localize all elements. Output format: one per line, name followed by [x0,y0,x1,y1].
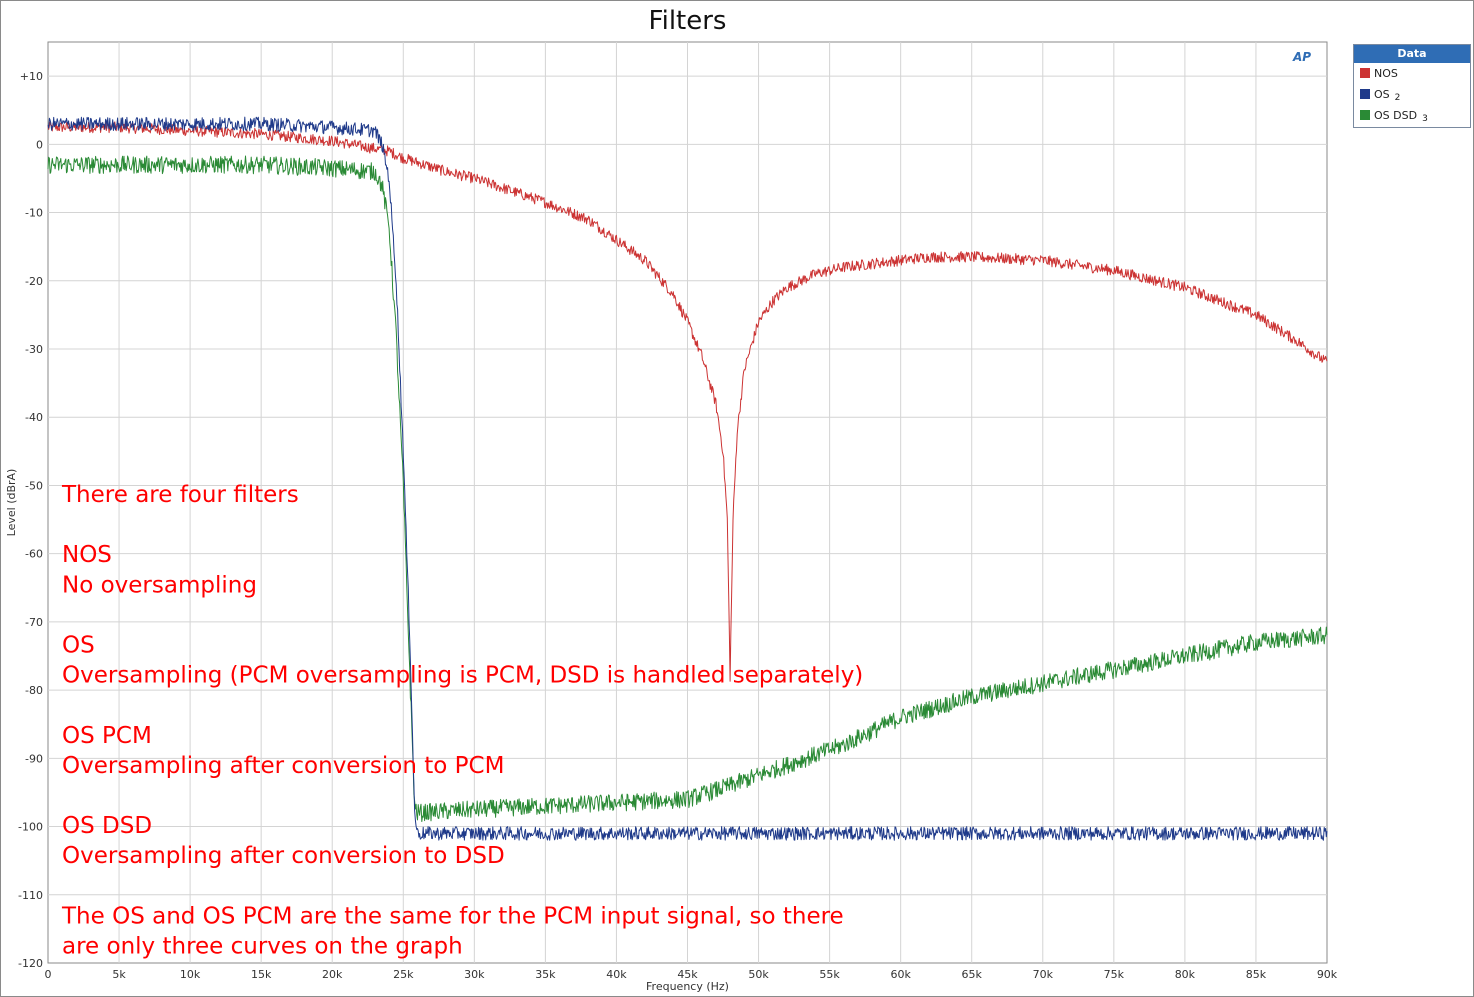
y-tick-label: -120 [18,957,43,970]
y-tick-label: -80 [25,684,43,697]
series-line-os [47,116,1328,841]
legend-index-os-dsd: 3 [1422,113,1428,124]
chart-title: Filters [649,6,727,36]
annotation-line: Oversampling (PCM oversampling is PCM, D… [62,663,863,689]
annotation-line: OS PCM [62,723,152,749]
annotation-line: Oversampling after conversion to DSD [62,843,505,869]
legend-item-nos[interactable]: NOS [1354,63,1470,84]
x-tick-label: 20k [322,968,343,981]
y-tick-label: -70 [25,616,43,629]
annotation-line: Oversampling after conversion to PCM [62,753,504,779]
y-tick-label: -60 [25,548,43,561]
x-tick-label: 65k [962,968,983,981]
x-tick-label: 40k [606,968,627,981]
x-tick-label: 35k [535,968,556,981]
legend-label-os-dsd: OS DSD [1374,109,1418,122]
legend-label-os: OS [1374,88,1390,101]
x-tick-label: 75k [1104,968,1125,981]
annotation-line: There are four filters [61,482,299,508]
annotation-line: The OS and OS PCM are the same for the P… [61,903,844,929]
y-tick-label: -50 [25,479,43,492]
x-tick-label: 30k [464,968,485,981]
series-line-os-dsd [47,155,1328,822]
legend-swatch-nos [1360,68,1370,78]
x-tick-label: 80k [1175,968,1196,981]
x-tick-label: 45k [677,968,698,981]
legend-index-os: 2 [1394,92,1401,103]
legend-swatch-os [1360,89,1370,99]
x-tick-label: 50k [748,968,769,981]
ap-logo: AP [1293,50,1312,64]
legend-swatch-os-dsd [1360,110,1370,120]
x-tick-label: 10k [180,968,201,981]
x-tick-label: 15k [251,968,272,981]
y-tick-label: -30 [25,343,43,356]
y-tick-label: -40 [25,411,43,424]
y-tick-label: -90 [25,752,43,765]
annotation-line: NOS [62,542,112,568]
legend-label-nos: NOS [1374,67,1398,80]
annotation-line: OS [62,633,95,659]
y-axis-title: Level (dBrA) [5,469,18,537]
x-tick-label: 85k [1246,968,1267,981]
y-tick-label: +10 [20,70,43,83]
x-tick-label: 70k [1033,968,1054,981]
x-tick-label: 5k [112,968,126,981]
annotation-line: are only three curves on the graph [62,934,463,960]
legend-title: Data [1354,45,1470,63]
y-tick-label: 0 [36,138,43,151]
x-tick-label: 25k [393,968,414,981]
legend-item-os-dsd[interactable]: OS DSD 3 [1354,105,1470,126]
legend-item-os[interactable]: OS 2 [1354,84,1470,105]
x-axis-title: Frequency (Hz) [646,980,729,993]
y-tick-label: -110 [18,889,43,902]
annotation-block: There are four filters NOS No oversampling… [61,482,863,960]
y-tick-label: -10 [25,207,43,220]
legend: Data NOS OS 2 OS DSD 3 [1353,44,1471,128]
y-tick-label: -100 [18,821,43,834]
annotation-line: No oversampling [62,572,257,598]
x-tick-label: 90k [1317,968,1338,981]
x-tick-label: 55k [819,968,840,981]
y-tick-label: -20 [25,275,43,288]
x-tick-label: 0 [45,968,52,981]
annotation-line: OS DSD [62,813,152,839]
x-tick-label: 60k [890,968,911,981]
